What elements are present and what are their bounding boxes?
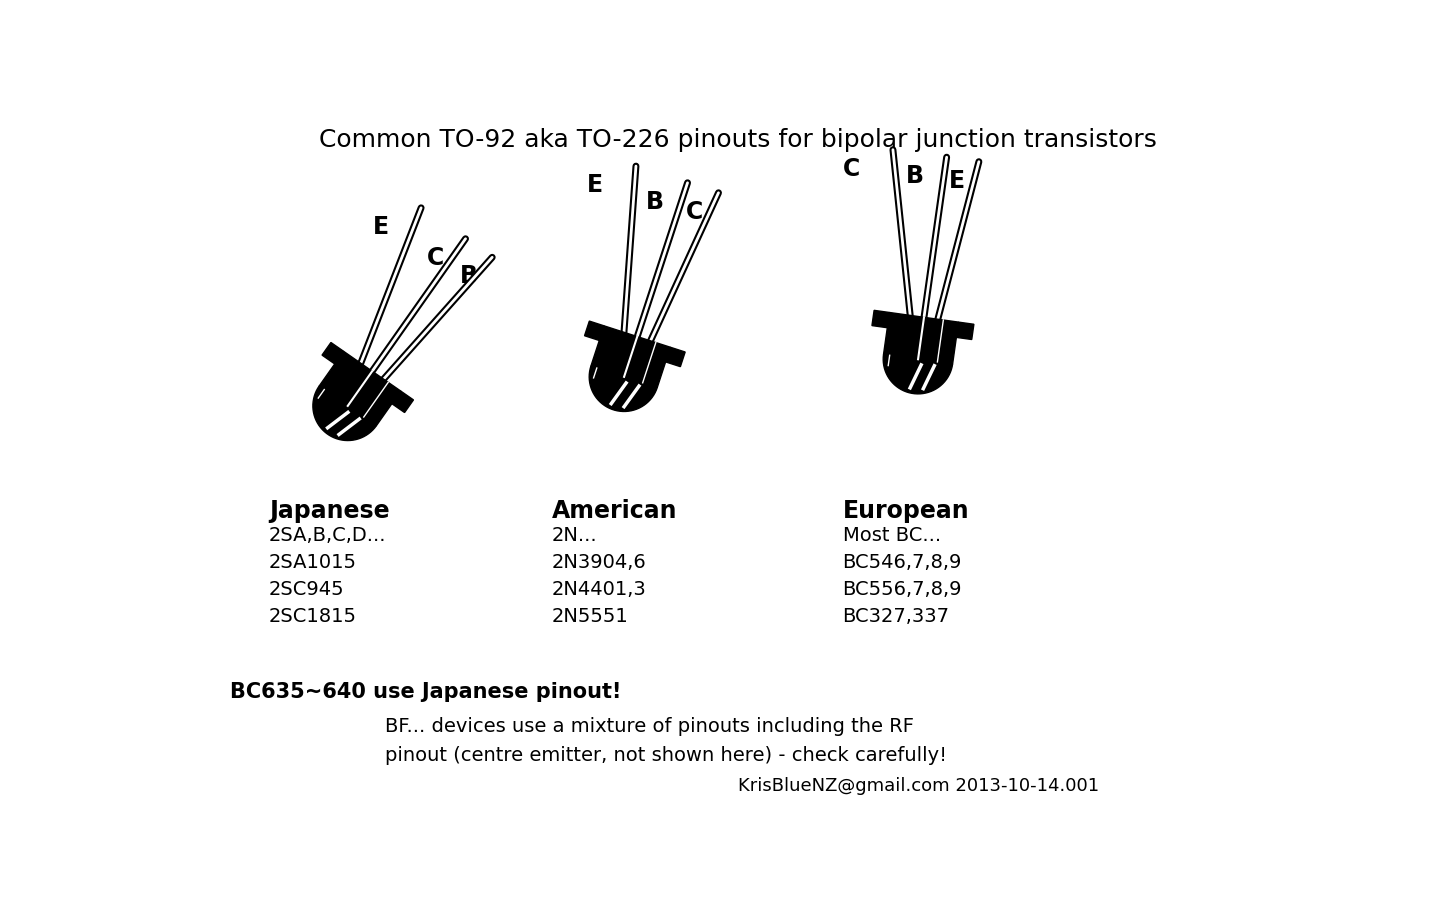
Text: 2N3904,6: 2N3904,6 xyxy=(552,552,647,572)
Polygon shape xyxy=(665,348,685,368)
Text: BC635~640 use Japanese pinout!: BC635~640 use Japanese pinout! xyxy=(230,681,622,701)
Text: 2SC945: 2SC945 xyxy=(269,580,344,598)
Text: B: B xyxy=(906,165,923,188)
Polygon shape xyxy=(585,322,605,341)
Text: BC327,337: BC327,337 xyxy=(842,607,949,625)
Text: 2SA,B,C,D...: 2SA,B,C,D... xyxy=(269,526,386,545)
Text: C: C xyxy=(426,245,444,269)
Text: KrisBlueNZ@gmail.com 2013-10-14.001: KrisBlueNZ@gmail.com 2013-10-14.001 xyxy=(739,777,1099,795)
Text: C: C xyxy=(685,199,703,223)
Text: C: C xyxy=(844,156,860,181)
Text: American: American xyxy=(552,499,677,523)
Text: E: E xyxy=(949,169,965,193)
Polygon shape xyxy=(323,343,344,365)
Text: B: B xyxy=(647,189,664,214)
Polygon shape xyxy=(392,391,413,413)
Text: 2SC1815: 2SC1815 xyxy=(269,607,357,625)
Polygon shape xyxy=(884,313,959,365)
Text: BF... devices use a mixture of pinouts including the RF: BF... devices use a mixture of pinouts i… xyxy=(386,716,914,735)
Text: 2N5551: 2N5551 xyxy=(552,607,629,625)
Text: B: B xyxy=(461,264,478,289)
Text: European: European xyxy=(842,499,969,523)
Text: 2N4401,3: 2N4401,3 xyxy=(552,580,647,598)
Text: E: E xyxy=(588,173,603,197)
Polygon shape xyxy=(590,326,671,388)
Polygon shape xyxy=(956,323,973,340)
Text: Most BC...: Most BC... xyxy=(842,526,940,545)
Text: pinout (centre emitter, not shown here) - check carefully!: pinout (centre emitter, not shown here) … xyxy=(386,745,948,765)
Polygon shape xyxy=(873,311,890,328)
Text: BC556,7,8,9: BC556,7,8,9 xyxy=(842,580,962,598)
Text: 2N...: 2N... xyxy=(552,526,598,545)
Polygon shape xyxy=(312,387,376,441)
Polygon shape xyxy=(883,355,953,394)
Text: BC546,7,8,9: BC546,7,8,9 xyxy=(842,552,962,572)
Text: Japanese: Japanese xyxy=(269,499,390,523)
Text: 2SA1015: 2SA1015 xyxy=(269,552,357,572)
Text: Common TO-92 aka TO-226 pinouts for bipolar junction transistors: Common TO-92 aka TO-226 pinouts for bipo… xyxy=(320,128,1156,152)
Polygon shape xyxy=(589,367,657,412)
Text: E: E xyxy=(373,215,389,239)
Polygon shape xyxy=(320,352,400,426)
